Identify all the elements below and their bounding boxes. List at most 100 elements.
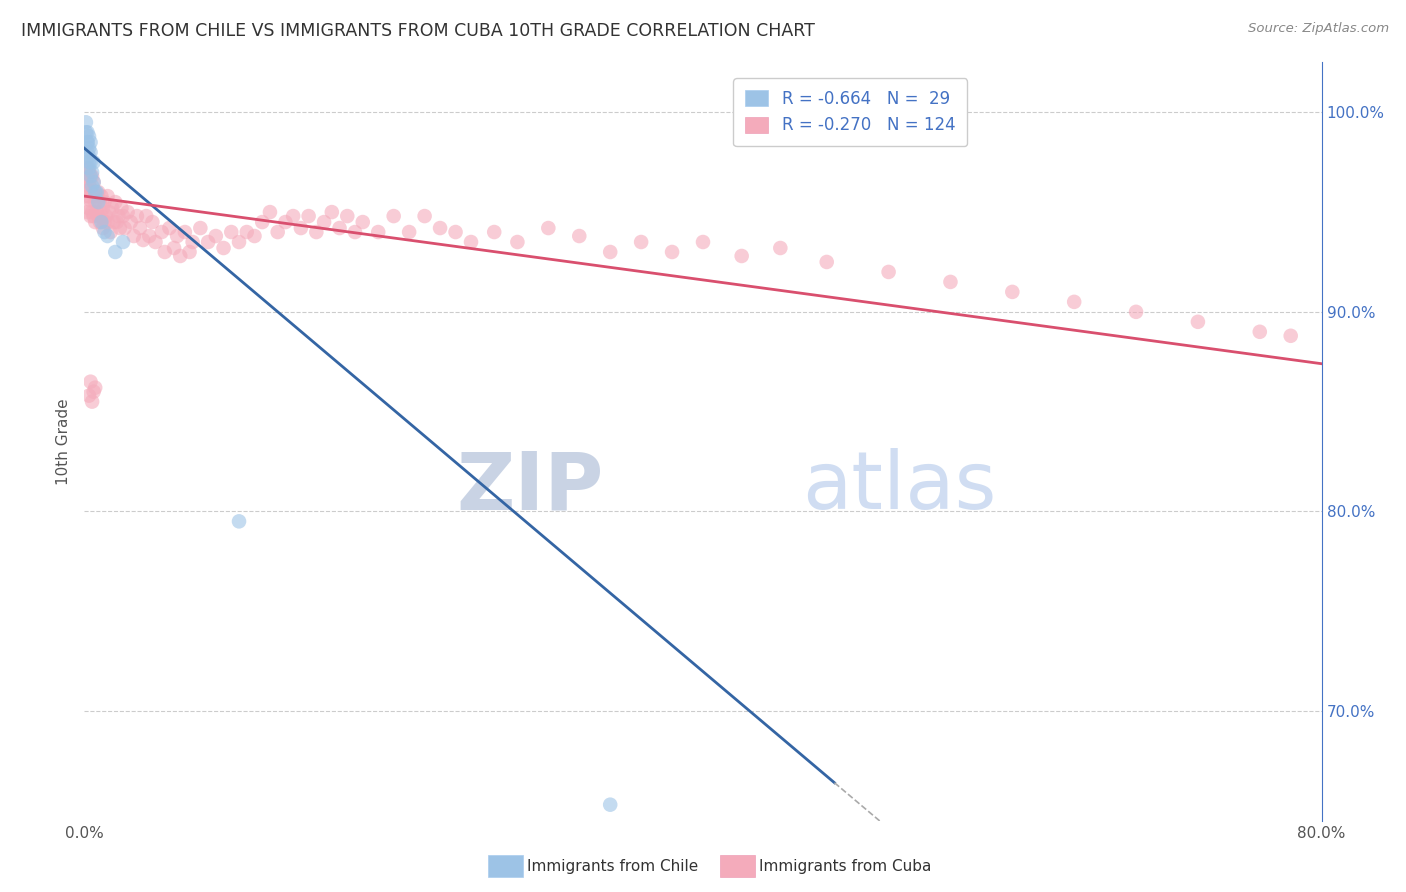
Text: Immigrants from Cuba: Immigrants from Cuba <box>759 859 932 873</box>
Point <box>82 394 104 409</box>
Point <box>75 155 97 169</box>
Point <box>77 165 100 179</box>
Point <box>166 229 188 244</box>
Point <box>76 205 98 219</box>
Point <box>122 229 145 244</box>
Point <box>86 205 108 219</box>
Point <box>181 235 204 249</box>
Point <box>117 205 139 219</box>
Point <box>235 225 259 239</box>
Point <box>108 221 131 235</box>
Point <box>93 195 115 210</box>
Legend: R = -0.664   N =  29, R = -0.270   N = 124: R = -0.664 N = 29, R = -0.270 N = 124 <box>734 78 967 146</box>
Point <box>125 209 148 223</box>
Point <box>104 244 127 259</box>
Point <box>79 135 101 149</box>
Point <box>290 221 312 235</box>
Text: IMMIGRANTS FROM CHILE VS IMMIGRANTS FROM CUBA 10TH GRADE CORRELATION CHART: IMMIGRANTS FROM CHILE VS IMMIGRANTS FROM… <box>21 22 815 40</box>
Point <box>138 229 160 244</box>
Point <box>599 797 621 812</box>
Point <box>120 215 142 229</box>
Point <box>77 129 100 144</box>
Point <box>98 205 121 219</box>
Point <box>86 185 108 199</box>
Point <box>1279 328 1302 343</box>
Point <box>259 205 281 219</box>
Point <box>939 275 962 289</box>
Point <box>484 225 506 239</box>
Point <box>159 221 180 235</box>
Point <box>79 181 101 195</box>
Point <box>100 225 122 239</box>
Point <box>328 221 352 235</box>
Point <box>444 225 467 239</box>
Point <box>103 215 125 229</box>
Point <box>96 189 118 203</box>
Point <box>77 141 100 155</box>
Point <box>163 241 186 255</box>
Point <box>82 179 104 194</box>
Point <box>188 221 211 235</box>
Point <box>79 155 101 169</box>
Point <box>79 169 101 184</box>
Point <box>110 201 132 215</box>
Point <box>84 185 107 199</box>
Point <box>630 235 652 249</box>
Point <box>90 209 112 223</box>
Point <box>815 255 838 269</box>
Point <box>398 225 420 239</box>
Point <box>305 225 328 239</box>
Point <box>87 209 110 223</box>
Point <box>96 215 118 229</box>
Point <box>297 209 319 223</box>
Point <box>90 215 112 229</box>
Point <box>83 189 105 203</box>
Point <box>107 209 129 223</box>
Point <box>169 249 191 263</box>
Point <box>83 209 105 223</box>
Point <box>250 215 273 229</box>
Text: Source: ZipAtlas.com: Source: ZipAtlas.com <box>1249 22 1389 36</box>
Point <box>76 189 98 203</box>
Point <box>84 195 107 210</box>
Point <box>537 221 560 235</box>
Point <box>84 185 107 199</box>
Point <box>1001 285 1024 299</box>
Point <box>77 389 100 403</box>
Point <box>93 215 115 229</box>
Point <box>83 384 105 399</box>
Point <box>91 221 114 235</box>
Point <box>112 209 135 223</box>
Point <box>79 375 101 389</box>
Point <box>382 209 405 223</box>
Point <box>877 265 900 279</box>
Text: atlas: atlas <box>801 448 997 526</box>
Point <box>76 161 98 176</box>
Point <box>76 145 98 160</box>
Point <box>94 209 117 223</box>
Point <box>86 189 108 203</box>
Point <box>77 189 100 203</box>
Point <box>228 514 250 528</box>
Point <box>76 125 98 139</box>
Point <box>336 209 359 223</box>
Point <box>343 225 366 239</box>
Point <box>219 225 242 239</box>
Point <box>267 225 290 239</box>
Point <box>82 205 104 219</box>
Point <box>132 233 155 247</box>
Point <box>89 195 111 210</box>
Point <box>96 229 118 244</box>
Point <box>312 215 335 229</box>
Point <box>79 193 101 207</box>
Point <box>153 244 176 259</box>
Point <box>1063 294 1085 309</box>
Point <box>281 209 305 223</box>
Point <box>77 149 100 163</box>
Point <box>83 175 105 189</box>
Point <box>77 161 100 176</box>
Point <box>205 229 228 244</box>
Point <box>112 235 135 249</box>
Text: ZIP: ZIP <box>457 448 605 526</box>
Point <box>197 235 219 249</box>
